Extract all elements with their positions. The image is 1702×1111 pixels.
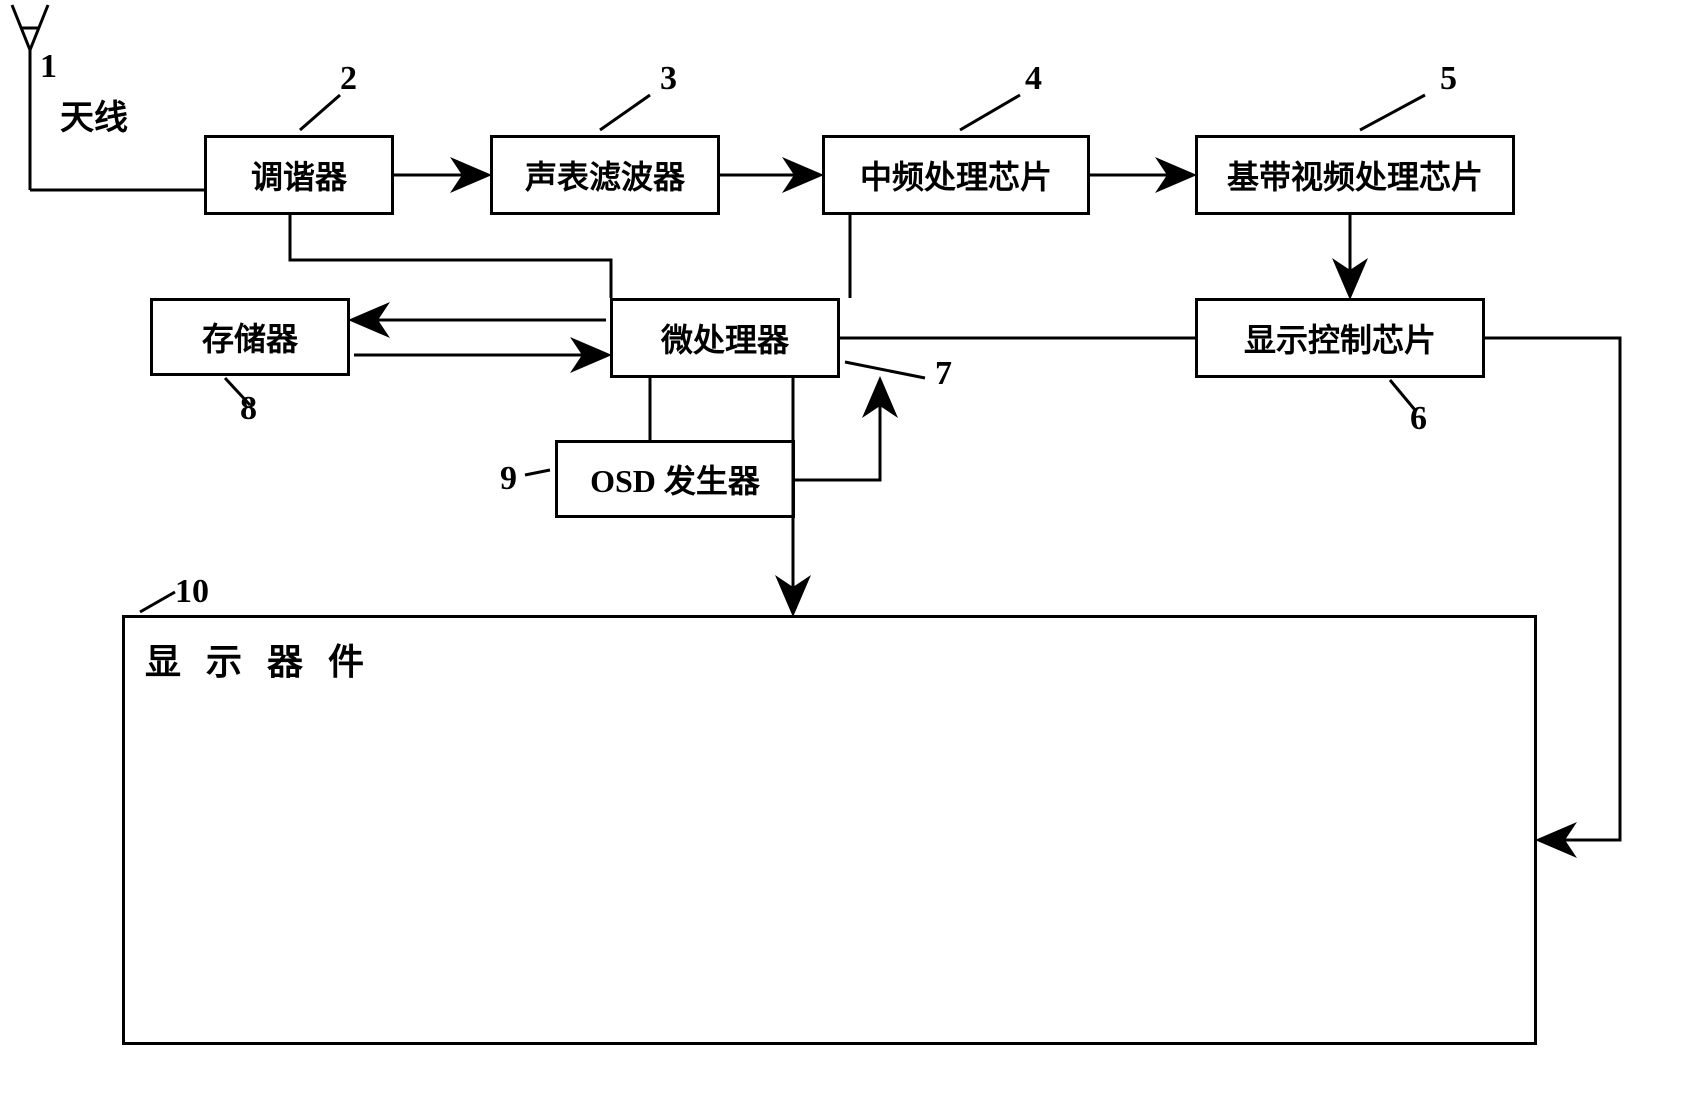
display-device-num: 10 [175, 573, 209, 611]
display-ctrl-num: 6 [1410, 400, 1427, 438]
ifchip-num: 4 [1025, 60, 1042, 98]
tuner-label: 调谐器 [251, 152, 347, 198]
osd-num: 9 [500, 460, 517, 498]
mcu-box: 微处理器 [610, 298, 840, 378]
antenna-label: 天线 [60, 90, 128, 139]
baseband-num: 5 [1440, 60, 1457, 98]
display-ctrl-box: 显示控制芯片 [1195, 298, 1485, 378]
mcu-label: 微处理器 [661, 315, 789, 361]
tuner-num: 2 [340, 60, 357, 98]
display-device-box: 显 示 器 件 [122, 615, 1537, 1045]
display-device-label: 显 示 器 件 [145, 633, 372, 685]
ifchip-label: 中频处理芯片 [860, 152, 1052, 198]
tuner-box: 调谐器 [204, 135, 394, 215]
memory-box: 存储器 [150, 298, 350, 376]
antenna-num: 1 [40, 48, 57, 86]
filter-box: 声表滤波器 [490, 135, 720, 215]
memory-label: 存储器 [202, 314, 298, 360]
ifchip-box: 中频处理芯片 [822, 135, 1090, 215]
baseband-label: 基带视频处理芯片 [1227, 152, 1483, 198]
osd-box: OSD 发生器 [555, 440, 795, 518]
filter-num: 3 [660, 60, 677, 98]
osd-label: OSD 发生器 [590, 456, 760, 502]
memory-num: 8 [240, 390, 257, 428]
filter-label: 声表滤波器 [525, 152, 685, 198]
antenna-symbol [10, 0, 50, 200]
display-ctrl-label: 显示控制芯片 [1244, 315, 1436, 361]
baseband-box: 基带视频处理芯片 [1195, 135, 1515, 215]
mcu-num: 7 [935, 355, 952, 393]
